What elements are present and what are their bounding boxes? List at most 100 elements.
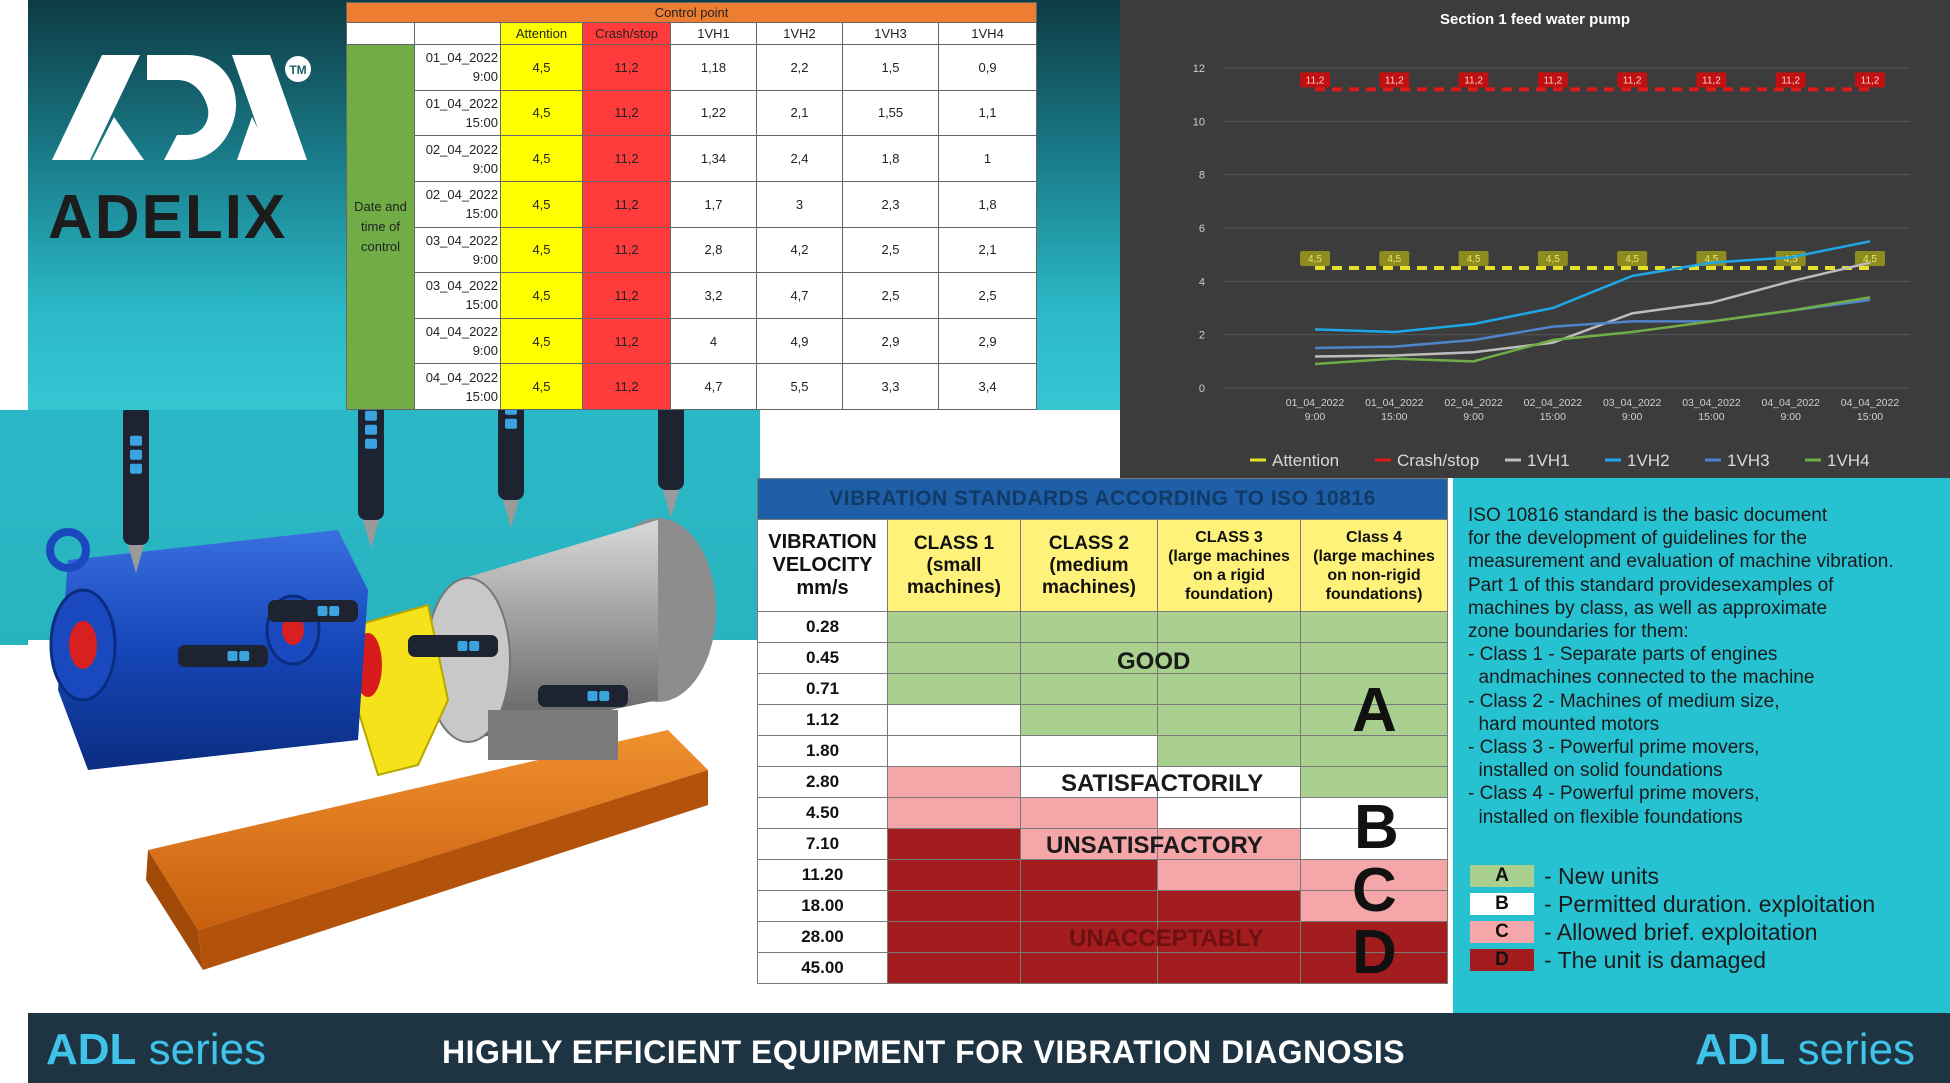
pump-outlet-red bbox=[282, 615, 304, 645]
date-cell: 03_04_2022 15:00 bbox=[414, 272, 501, 319]
data-label-box bbox=[1617, 251, 1648, 266]
class-header-line: on non-rigid bbox=[1327, 566, 1421, 584]
legend-row: B - Permitted duration. exploitation bbox=[1470, 890, 1940, 918]
sensor-probe-icon bbox=[358, 410, 384, 548]
adelix-logo-icon: TM bbox=[52, 55, 311, 160]
zone-cell bbox=[887, 704, 1021, 736]
cell-vh3: 2,3 bbox=[842, 180, 939, 228]
cell-vh1: 1,18 bbox=[670, 44, 757, 91]
cell-crash: 11,2 bbox=[582, 89, 671, 137]
class-header-line: foundations) bbox=[1325, 585, 1423, 603]
velocity-header-line: VELOCITY bbox=[772, 554, 873, 576]
velocity-value: 2.80 bbox=[757, 766, 888, 798]
data-label: 4,5 bbox=[1387, 254, 1401, 265]
cell-vh4: 3,4 bbox=[937, 363, 1038, 410]
x-tick-label: 9:00 bbox=[1463, 411, 1484, 423]
date-text: 03_04_2022 bbox=[425, 232, 498, 248]
cell-crash: 11,2 bbox=[582, 180, 671, 228]
legend-entry: 1VH2 bbox=[1627, 451, 1670, 470]
iso-row: 1.80 bbox=[757, 735, 1449, 767]
cell-attention: 4,5 bbox=[500, 226, 583, 274]
cell-vh2: 4,7 bbox=[756, 272, 843, 319]
data-label-box bbox=[1379, 251, 1410, 266]
description-line: Part 1 of this standard providesexamples… bbox=[1468, 574, 1834, 596]
cell-vh3: 1,55 bbox=[842, 89, 939, 137]
data-label: 4,5 bbox=[1546, 254, 1560, 265]
series-brand: ADL bbox=[46, 1025, 137, 1074]
date-text: 01_04_2022 bbox=[425, 50, 498, 66]
vibration-line-chart: Section 1 feed water pump 0 2 4 6 8 10 12 4,5 4… bbox=[1193, 11, 1910, 470]
velocity-value: 0.71 bbox=[757, 673, 888, 705]
control-table-row: 02_04_2022 9:00 4,5 11,2 1,34 2,4 1,8 1 bbox=[347, 135, 1038, 182]
cell-vh4: 2,1 bbox=[937, 226, 1038, 274]
cell-attention: 4,5 bbox=[500, 135, 583, 182]
footer-tagline: HIGHLY EFFICIENT EQUIPMENT FOR VIBRATION… bbox=[442, 1034, 1406, 1070]
data-label-box bbox=[1775, 72, 1806, 88]
data-label: 11,2 bbox=[1623, 75, 1642, 86]
x-tick-label: 15:00 bbox=[1857, 411, 1883, 423]
iso-row: 11.20 bbox=[757, 859, 1449, 891]
date-text: 02_04_2022 bbox=[425, 187, 498, 203]
cell-vh1: 1,22 bbox=[670, 89, 757, 137]
zone-cell bbox=[887, 859, 1021, 891]
velocity-header-line: mm/s bbox=[796, 577, 849, 599]
header-1vh2: 1VH2 bbox=[756, 22, 843, 45]
chart-title: Section 1 feed water pump bbox=[1440, 11, 1630, 28]
class-header-line: CLASS 3 bbox=[1195, 528, 1263, 546]
zone-cell bbox=[1157, 766, 1301, 798]
class-3-header: CLASS 3 (large machines on a rigid found… bbox=[1157, 519, 1301, 612]
trademark-mark: TM bbox=[289, 63, 306, 77]
header-attention: Attention bbox=[500, 22, 583, 45]
cell-vh2: 3 bbox=[756, 180, 843, 228]
description-line: hard mounted motors bbox=[1468, 713, 1660, 735]
legend-text: - Permitted duration. exploitation bbox=[1544, 891, 1876, 917]
x-tick-label: 02_04_2022 bbox=[1524, 397, 1583, 409]
zone-cell bbox=[1299, 642, 1449, 674]
class-header-line: (large machines bbox=[1168, 547, 1290, 565]
time-text: 9:00 bbox=[472, 251, 498, 267]
iso-row: 28.00 bbox=[757, 921, 1449, 953]
legend-entry: 1VH1 bbox=[1527, 451, 1570, 470]
class-header-line: CLASS 1 bbox=[913, 532, 995, 554]
class-header-line: Class 4 bbox=[1346, 528, 1403, 546]
legend-swatch: D bbox=[1470, 949, 1534, 971]
data-label-box bbox=[1696, 72, 1727, 88]
data-label-box bbox=[1379, 72, 1410, 88]
group-label-line: control bbox=[360, 239, 401, 254]
x-tick-label: 03_04_2022 bbox=[1603, 397, 1662, 409]
control-table-title: Control point bbox=[345, 2, 1038, 23]
zone-cell bbox=[887, 673, 1021, 705]
zone-cell bbox=[887, 797, 1021, 829]
cell-vh2: 4,9 bbox=[756, 317, 843, 365]
motor-foot bbox=[488, 710, 618, 760]
cell-attention: 4,5 bbox=[500, 363, 583, 410]
time-text: 9:00 bbox=[472, 69, 498, 85]
zone-cell bbox=[1157, 890, 1301, 922]
zone-letter-d: D bbox=[1352, 918, 1397, 987]
legend-swatch: B bbox=[1470, 893, 1534, 915]
y-tick-label: 2 bbox=[1199, 330, 1205, 342]
cell-vh1: 1,34 bbox=[670, 135, 757, 182]
legend-entry: Crash/stop bbox=[1397, 451, 1479, 470]
velocity-value: 4.50 bbox=[757, 797, 888, 829]
description-line: - Class 2 - Machines of medium size, bbox=[1468, 690, 1780, 712]
zone-legend: A - New units B - Permitted duration. explo… bbox=[1470, 862, 1940, 974]
x-tick-label: 03_04_2022 bbox=[1682, 397, 1741, 409]
class-header-line: machines) bbox=[907, 576, 1001, 598]
zone-cell bbox=[1299, 921, 1449, 953]
x-tick-label: 9:00 bbox=[1622, 411, 1643, 423]
x-tick-label: 9:00 bbox=[1305, 411, 1326, 423]
control-table-row: Date and time of control 01_04_2022 9:00 4,5 1… bbox=[346, 44, 1038, 410]
y-tick-label: 8 bbox=[1199, 170, 1205, 182]
description-line: - Class 1 - Separate parts of engines bbox=[1468, 644, 1778, 666]
series-line-1vh1 bbox=[1314, 261, 1871, 358]
zone-satisfactory-label: SATISFACTORILY bbox=[1061, 770, 1264, 797]
time-text: 15:00 bbox=[465, 297, 498, 313]
date-text: 04_04_2022 bbox=[425, 324, 498, 340]
date-cell: 01_04_2022 9:00 bbox=[414, 44, 501, 91]
legend-entry: 1VH3 bbox=[1727, 451, 1770, 470]
zone-cell bbox=[887, 921, 1021, 953]
series-line-1vh2 bbox=[1314, 240, 1871, 334]
iso-row: 1.12 bbox=[757, 704, 1449, 736]
cell-vh1: 3,2 bbox=[670, 272, 757, 319]
